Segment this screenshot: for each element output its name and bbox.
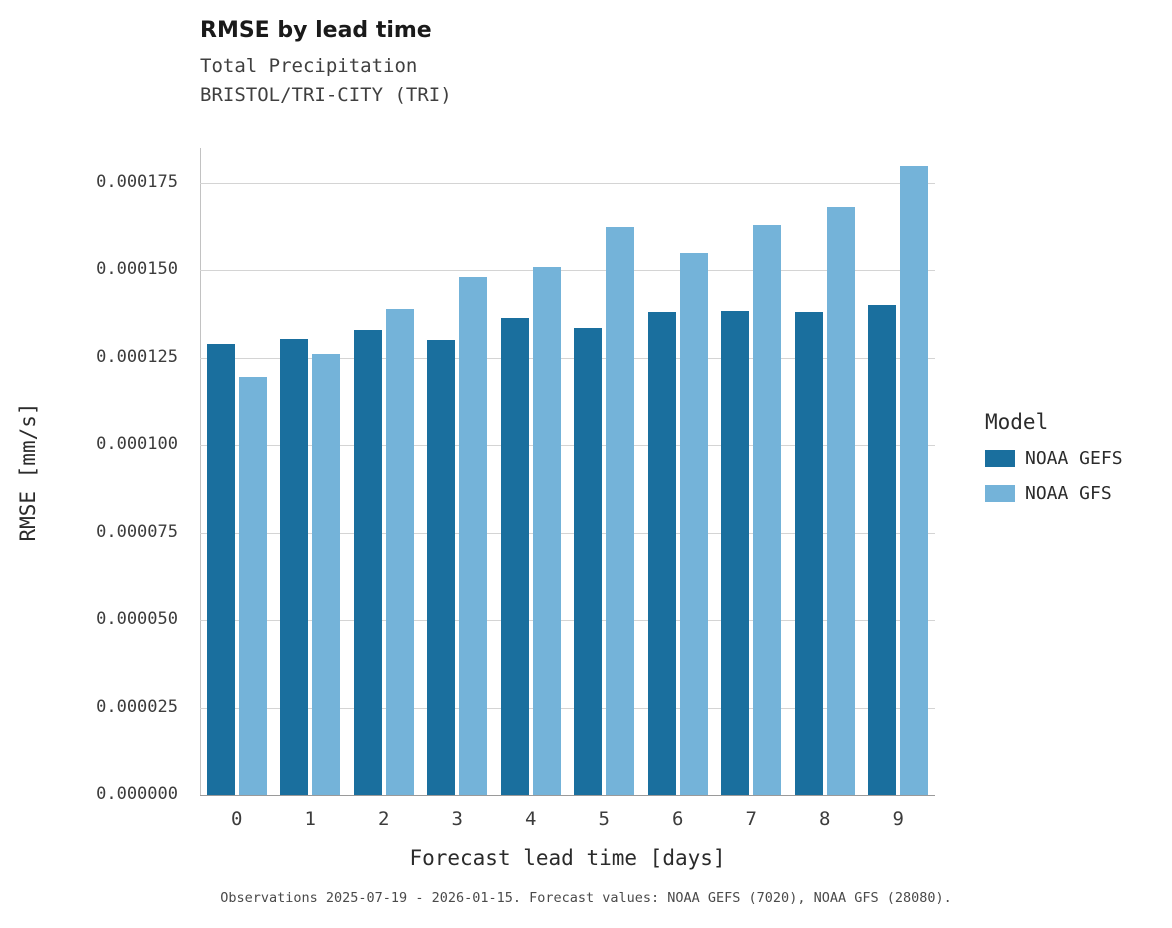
- bar-noaa-gefs-3: [427, 340, 456, 795]
- x-tick-label-2: 2: [378, 808, 390, 830]
- bar-noaa-gefs-7: [721, 310, 750, 795]
- bar-noaa-gfs-7: [753, 224, 782, 795]
- y-axis-tick-labels: 0.000000 0.000025 0.000050 0.000075 0.000100…: [40, 148, 190, 804]
- y-tick-label: 0.000150: [96, 259, 178, 280]
- bar-group-7: [715, 148, 789, 795]
- bar-noaa-gefs-8: [794, 312, 823, 795]
- bar-group-9: [862, 148, 936, 795]
- bar-group-6: [641, 148, 715, 795]
- chart-caption: Observations 2025-07-19 - 2026-01-15. Fo…: [220, 890, 952, 906]
- legend-item-noaa-gefs: NOAA GEFS: [985, 448, 1170, 469]
- legend-swatch-noaa-gfs: [985, 485, 1015, 502]
- bar-group-5: [568, 148, 642, 795]
- gridline-y: [200, 182, 935, 184]
- bar-noaa-gefs-1: [280, 338, 309, 795]
- x-axis-label: Forecast lead time [days]: [409, 846, 726, 870]
- bar-group-1: [274, 148, 348, 795]
- gridline-y: [200, 707, 935, 709]
- bar-noaa-gefs-4: [500, 317, 529, 795]
- bar-group-4: [494, 148, 568, 795]
- legend-label-noaa-gfs: NOAA GFS: [1025, 483, 1112, 504]
- legend-item-noaa-gfs: NOAA GFS: [985, 483, 1170, 504]
- legend-label-noaa-gefs: NOAA GEFS: [1025, 448, 1123, 469]
- bar-group-3: [421, 148, 495, 795]
- y-tick-label: 0.000000: [96, 784, 178, 804]
- bar-noaa-gfs-5: [606, 226, 635, 795]
- bar-noaa-gefs-0: [206, 343, 235, 795]
- bar-noaa-gfs-8: [826, 207, 855, 795]
- bar-noaa-gefs-6: [647, 312, 676, 795]
- chart-subtitle: Total Precipitation BRISTOL/TRI-CITY (TR…: [200, 55, 452, 106]
- x-tick-label-1: 1: [304, 808, 316, 830]
- x-tick-label-9: 9: [892, 808, 904, 830]
- y-axis-spine: [200, 148, 201, 795]
- y-tick-label: 0.000125: [96, 346, 178, 367]
- bar-noaa-gfs-1: [312, 354, 341, 795]
- gridline-y: [200, 532, 935, 534]
- y-axis-label: RMSE [mm/s]: [16, 402, 40, 542]
- bar-noaa-gefs-2: [353, 329, 382, 795]
- gridline-y: [200, 620, 935, 622]
- x-axis-spine: [200, 795, 935, 796]
- y-tick-label: 0.000075: [96, 521, 178, 542]
- y-tick-label: 0.000175: [96, 171, 178, 192]
- gridline-y: [200, 445, 935, 447]
- y-tick-label: 0.000050: [96, 609, 178, 630]
- bar-noaa-gfs-0: [238, 377, 267, 795]
- bar-noaa-gfs-9: [900, 165, 929, 795]
- x-tick-label-6: 6: [672, 808, 684, 830]
- bar-group-0: [200, 148, 274, 795]
- y-tick-label: 0.000025: [96, 696, 178, 717]
- x-axis-tick-labels: 0 1 2 3 4 5 6 7 8 9: [200, 808, 935, 834]
- chart-title: RMSE by lead time: [200, 18, 432, 43]
- bar-noaa-gfs-2: [385, 308, 414, 795]
- gridline-y: [200, 357, 935, 359]
- legend-title: Model: [985, 410, 1049, 434]
- x-tick-label-5: 5: [598, 808, 610, 830]
- bar-noaa-gefs-5: [574, 328, 603, 795]
- bar-noaa-gfs-6: [679, 252, 708, 795]
- gridline-y: [200, 270, 935, 272]
- bar-group-8: [788, 148, 862, 795]
- bar-noaa-gfs-4: [532, 266, 561, 795]
- x-tick-label-4: 4: [525, 808, 537, 830]
- x-tick-label-3: 3: [451, 808, 463, 830]
- bar-noaa-gefs-9: [868, 305, 897, 795]
- y-tick-label: 0.000100: [96, 434, 178, 455]
- x-tick-label-0: 0: [231, 808, 243, 830]
- bar-group-2: [347, 148, 421, 795]
- legend-swatch-noaa-gefs: [985, 450, 1015, 467]
- x-tick-label-8: 8: [819, 808, 831, 830]
- x-tick-label-7: 7: [745, 808, 757, 830]
- plot-area: [200, 148, 936, 796]
- bar-noaa-gfs-3: [459, 277, 488, 795]
- legend: Model NOAA GEFS NOAA GFS: [985, 410, 1170, 518]
